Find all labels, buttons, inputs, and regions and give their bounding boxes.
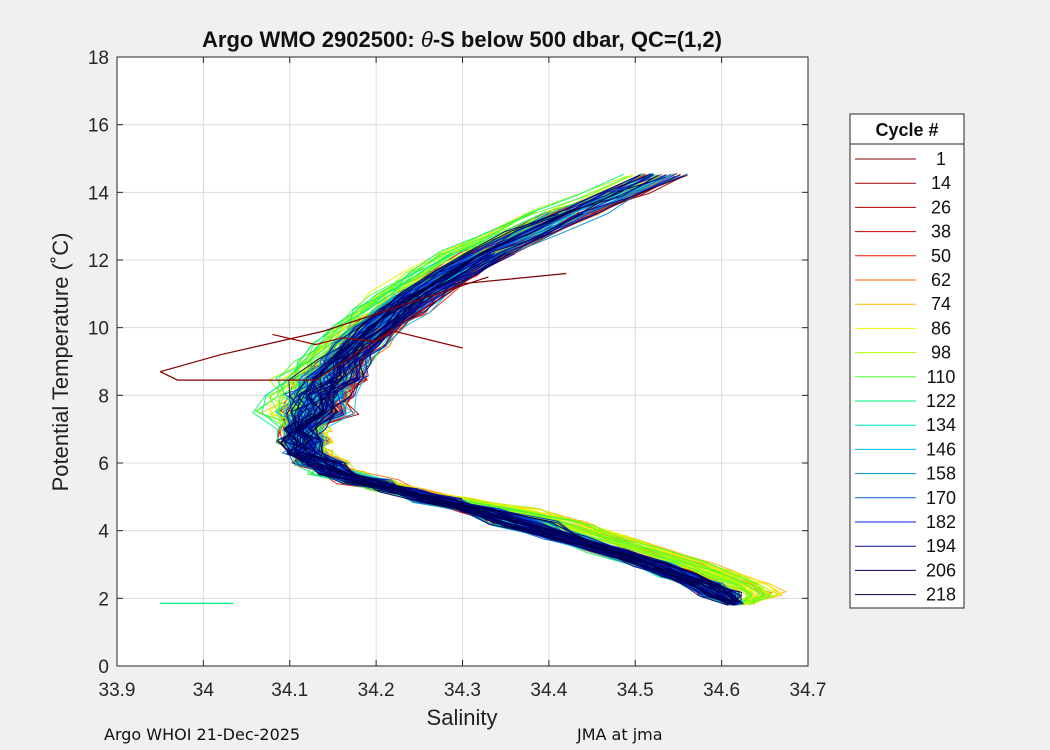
legend-entry-label: 170 xyxy=(926,488,956,508)
y-tick-label: 2 xyxy=(98,589,109,610)
y-tick-label: 8 xyxy=(98,386,109,407)
footer-left: Argo WHOI 21-Dec-2025 xyxy=(104,725,301,744)
profile-lines xyxy=(159,173,788,606)
y-axis-label: Potential Temperature (˚C) xyxy=(48,233,73,492)
legend-entry-label: 26 xyxy=(931,197,951,217)
x-tick-labels: 33.9 34 34.1 34.2 34.3 34.4 34.5 34.6 34.7 xyxy=(99,680,827,701)
x-tick-label: 34.6 xyxy=(703,680,740,701)
profile-line xyxy=(286,212,732,603)
x-tick-label: 33.9 xyxy=(99,680,136,701)
x-tick-label: 34.4 xyxy=(530,680,567,701)
profile-line xyxy=(297,294,733,602)
legend-entries: 1 14 26 38 50 62 74 86 98 110 122 134 146 158 170 182 19… xyxy=(855,149,956,605)
x-axis-label: Salinity xyxy=(427,705,498,730)
profile-line xyxy=(280,174,734,606)
legend-entry-label: 1 xyxy=(936,149,946,169)
x-tick-label: 34.5 xyxy=(617,680,654,701)
legend-entry-label: 122 xyxy=(926,391,956,411)
x-tick-label: 34.1 xyxy=(271,680,308,701)
legend-entry-label: 182 xyxy=(926,512,956,532)
legend-entry-label: 134 xyxy=(926,415,956,435)
x-tick-label: 34.7 xyxy=(790,680,827,701)
y-tick-label: 14 xyxy=(88,183,110,204)
grid xyxy=(117,57,808,666)
x-tick-label: 34.2 xyxy=(358,680,395,701)
legend-entry-label: 218 xyxy=(926,585,956,605)
legend-entry-label: 206 xyxy=(926,560,956,580)
legend-entry-label: 194 xyxy=(926,536,956,556)
legend-entry-label: 62 xyxy=(931,270,951,290)
chart-title: Argo WMO 2902500: θ-S below 500 dbar, QC… xyxy=(202,27,722,52)
outlier-profile-line xyxy=(272,330,463,349)
legend-title: Cycle # xyxy=(875,120,938,140)
legend: Cycle # 1 14 26 38 50 62 74 86 98 110 122 134 146 158… xyxy=(849,113,965,609)
profile-line xyxy=(294,292,730,604)
y-tick-label: 0 xyxy=(98,657,109,678)
legend-entry-label: 158 xyxy=(926,464,956,484)
legend-entry-label: 74 xyxy=(931,294,951,314)
legend-box xyxy=(849,113,965,609)
y-tick-label: 10 xyxy=(88,319,109,340)
x-tick-label: 34.3 xyxy=(444,680,481,701)
profile-line xyxy=(283,252,736,605)
legend-entry-label: 38 xyxy=(931,222,951,242)
profile-line xyxy=(284,174,729,604)
legend-entry-label: 14 xyxy=(931,173,951,193)
outlier-profile-line xyxy=(160,276,489,373)
y-tick-label: 6 xyxy=(98,454,109,475)
y-tick-labels: 0 2 4 6 8 10 12 14 16 18 xyxy=(88,48,110,678)
x-tick-label: 34 xyxy=(193,680,215,701)
legend-entry-label: 50 xyxy=(931,246,951,266)
legend-entry-label: 110 xyxy=(927,367,956,387)
y-tick-label: 4 xyxy=(98,522,109,543)
y-tick-label: 12 xyxy=(88,251,109,272)
legend-entry-label: 98 xyxy=(931,343,951,363)
profile-line xyxy=(287,253,737,606)
axis-ticks xyxy=(116,56,809,667)
profile-line xyxy=(294,174,739,604)
y-tick-label: 16 xyxy=(88,116,109,137)
legend-entry-label: 146 xyxy=(926,439,956,459)
footer-right: JMA at jma xyxy=(577,725,663,744)
outlier-profile-line xyxy=(159,272,567,381)
profile-line xyxy=(294,213,739,603)
y-tick-label: 18 xyxy=(88,48,109,69)
legend-entry-label: 86 xyxy=(931,318,951,338)
